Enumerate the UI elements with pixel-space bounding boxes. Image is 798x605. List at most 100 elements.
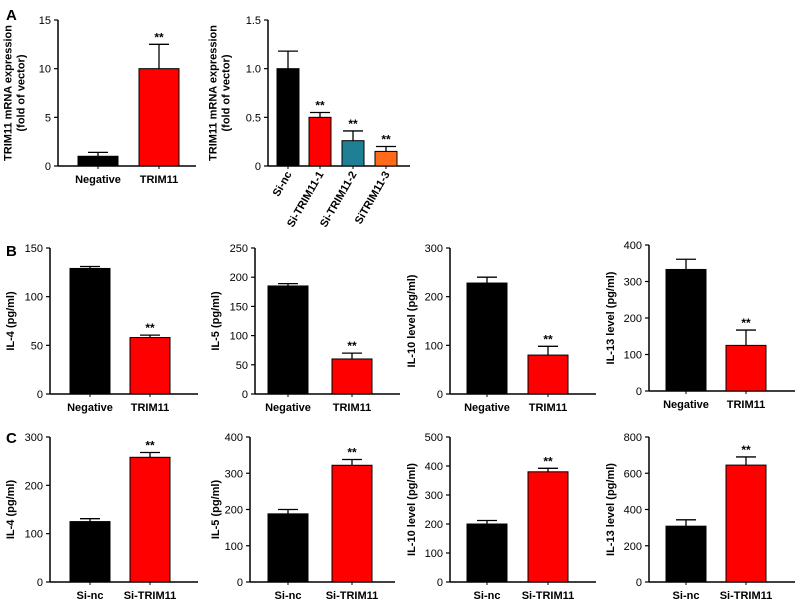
y-tick-label: 200 xyxy=(624,313,642,325)
panel-letter-c: C xyxy=(6,430,17,447)
y-tick-label: 300 xyxy=(425,490,443,502)
bar-si-trim11 xyxy=(331,464,373,583)
y-tick-label: 0 xyxy=(255,161,261,173)
category-label: Si-TRIM11 xyxy=(326,590,379,602)
category-label: TRIM11 xyxy=(529,402,568,414)
y-tick-label: 250 xyxy=(230,243,248,255)
bar-trim11 xyxy=(129,337,171,395)
y-tick-label: 150 xyxy=(230,301,248,313)
y-tick-label: 5 xyxy=(45,112,51,124)
bar-trim11 xyxy=(138,68,180,167)
chart-c1-il4: 0 100 200 300 IL-4 (pg/ml) Si-nc ** Si-TRIM11 xyxy=(5,432,198,602)
significance-marker: ** xyxy=(347,445,357,459)
y-axis-label: (fold of vector) xyxy=(16,54,28,131)
y-tick-label: 800 xyxy=(624,432,642,444)
y-tick-label: 100 xyxy=(425,548,443,560)
chart-b1-il4: 0 50 100 150 IL-4 (pg/ml) Negative ** TRIM11 xyxy=(5,243,198,414)
bar-trim11 xyxy=(331,358,373,395)
y-tick-label: 0 xyxy=(636,386,642,398)
y-tick-label: 0 xyxy=(37,389,43,401)
category-label: Negative xyxy=(67,402,113,414)
category-label: Si-TRIM11 xyxy=(522,590,575,602)
panel-letter-a: A xyxy=(6,7,17,24)
bar-negative xyxy=(77,155,119,167)
y-tick-label: 300 xyxy=(225,468,243,480)
chart-b4-il13: 0 100 200 300 400 IL-13 level (pg/ml) Negative… xyxy=(605,240,795,411)
category-label: SiTRIM11-3 xyxy=(353,170,393,227)
category-label: Si-nc xyxy=(673,590,700,602)
category-label: TRIM11 xyxy=(333,402,372,414)
y-tick-label: 100 xyxy=(225,541,243,553)
y-tick-label: 0 xyxy=(437,577,443,589)
y-tick-label: 100 xyxy=(624,350,642,362)
bar-negative xyxy=(665,268,707,392)
y-tick-label: 15 xyxy=(39,15,51,27)
y-tick-label: 100 xyxy=(25,292,43,304)
y-tick-label: 600 xyxy=(624,468,642,480)
significance-marker: ** xyxy=(154,30,164,44)
bar-si-nc xyxy=(267,513,309,583)
y-tick-label: 0 xyxy=(242,389,248,401)
bar-trim11 xyxy=(527,354,569,395)
category-label: TRIM11 xyxy=(131,402,170,414)
bar-si-trim11 xyxy=(725,464,767,583)
y-tick-label: 0 xyxy=(437,389,443,401)
bar-sitrim11-3 xyxy=(374,150,398,167)
y-axis-label: IL-13 level (pg/ml) xyxy=(605,271,617,364)
y-tick-label: 400 xyxy=(624,240,642,252)
panel-letter-b: B xyxy=(6,243,17,260)
y-tick-label: 0 xyxy=(45,161,51,173)
y-axis-label: IL-13 level (pg/ml) xyxy=(605,463,617,556)
y-tick-label: 200 xyxy=(425,292,443,304)
bar-si-trim11-2 xyxy=(341,140,365,167)
y-axis-label: IL-4 (pg/ml) xyxy=(5,480,17,540)
y-tick-label: 200 xyxy=(624,541,642,553)
bar-si-nc xyxy=(276,68,300,167)
category-label: TRIM11 xyxy=(727,399,766,411)
significance-marker: ** xyxy=(741,316,751,330)
category-label: Negative xyxy=(663,399,709,411)
y-tick-label: 1.5 xyxy=(246,15,261,27)
y-tick-label: 1.0 xyxy=(246,64,261,76)
y-tick-label: 300 xyxy=(624,277,642,289)
y-axis-label: IL-4 (pg/ml) xyxy=(5,291,17,351)
significance-marker: ** xyxy=(315,98,325,112)
y-tick-label: 400 xyxy=(624,505,642,517)
y-axis-label: IL-10 level (pg/ml) xyxy=(406,463,418,556)
category-label: Si-nc xyxy=(275,590,302,602)
bar-negative xyxy=(466,282,508,395)
bar-si-trim11-1 xyxy=(308,116,332,167)
bar-si-nc xyxy=(665,525,707,583)
category-label: TRIM11 xyxy=(140,174,179,186)
significance-marker: ** xyxy=(145,438,155,452)
y-tick-label: 100 xyxy=(25,529,43,541)
y-tick-label: 50 xyxy=(31,340,43,352)
y-tick-label: 100 xyxy=(425,340,443,352)
y-tick-label: 50 xyxy=(236,360,248,372)
y-tick-label: 400 xyxy=(425,461,443,473)
y-tick-label: 150 xyxy=(25,243,43,255)
y-tick-label: 300 xyxy=(25,432,43,444)
y-tick-label: 0 xyxy=(237,577,243,589)
y-axis-label: TRIM11 mRNA expression xyxy=(208,25,220,161)
y-axis-label: IL-5 (pg/ml) xyxy=(210,291,222,351)
significance-marker: ** xyxy=(347,339,357,353)
y-tick-label: 100 xyxy=(230,331,248,343)
bar-trim11 xyxy=(725,344,767,392)
y-axis-label: TRIM11 mRNA expression xyxy=(3,25,15,161)
bar-si-nc xyxy=(69,521,111,583)
category-label: Si-nc xyxy=(271,170,295,199)
significance-marker: ** xyxy=(741,443,751,457)
significance-marker: ** xyxy=(348,117,358,131)
y-tick-label: 500 xyxy=(425,432,443,444)
category-label: Negative xyxy=(75,174,121,186)
chart-b3-il10: 0 100 200 300 IL-10 level (pg/ml) Negative ** T… xyxy=(406,243,596,414)
category-label: Si-TRIM11 xyxy=(720,590,773,602)
y-tick-label: 0.5 xyxy=(246,112,261,124)
category-label: Negative xyxy=(265,402,311,414)
y-axis-label: IL-5 (pg/ml) xyxy=(210,480,222,540)
y-axis-label: IL-10 level (pg/ml) xyxy=(406,274,418,367)
y-tick-label: 200 xyxy=(225,505,243,517)
y-tick-label: 200 xyxy=(25,480,43,492)
